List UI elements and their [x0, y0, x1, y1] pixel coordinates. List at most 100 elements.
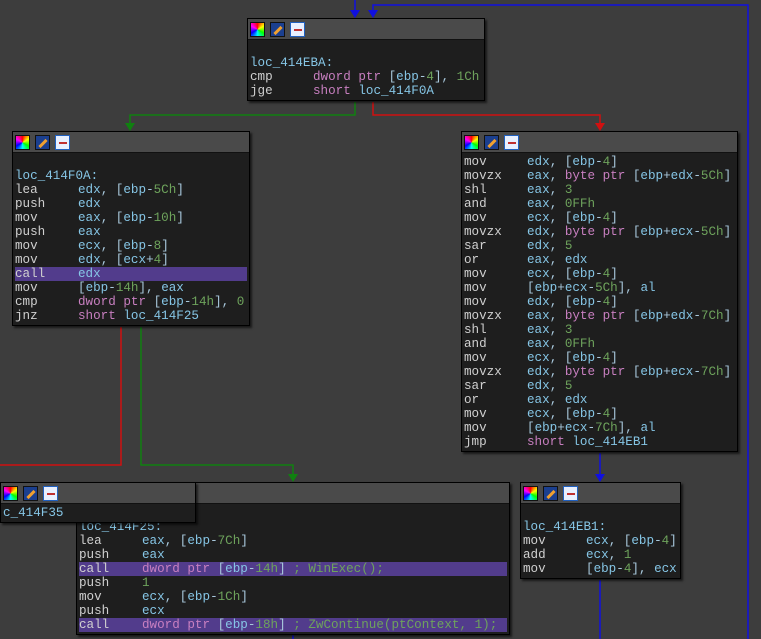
edit-icon[interactable]	[23, 485, 38, 501]
instruction-line[interactable]: lea eax, [ebp-7Ch]	[79, 534, 507, 548]
instruction-line[interactable]: movzx edx, byte ptr [ebp+ecx-5Ch]	[464, 225, 735, 239]
palette-icon[interactable]	[523, 485, 538, 501]
edit-icon[interactable]	[484, 134, 499, 150]
instruction-line[interactable]: jnz short loc_414F25	[15, 309, 247, 323]
instruction-line[interactable]: cmp dword ptr [ebp-14h], 0	[15, 295, 247, 309]
block-label[interactable]: loc_414EB1:	[523, 520, 607, 534]
mnemonic: mov	[15, 239, 38, 253]
instruction-line[interactable]: c_414F35	[3, 506, 193, 520]
instruction-line[interactable]: add ecx, 1	[523, 548, 678, 562]
arrow-head	[125, 123, 135, 131]
instruction-line[interactable]: lea edx, [ebp-5Ch]	[15, 183, 247, 197]
operands: [ebp-4], ecx	[586, 562, 677, 576]
instruction-line[interactable]: push 1	[79, 576, 507, 590]
code-block-loop_body[interactable]: mov edx, [ebp-4] movzx eax, byte ptr [ebp+e…	[461, 131, 738, 452]
instruction-line[interactable]: movzx eax, byte ptr [ebp+edx-5Ch]	[464, 169, 735, 183]
block-label[interactable]: loc_414F25:	[79, 520, 163, 534]
instruction-line[interactable]: movzx edx, byte ptr [ebp+ecx-7Ch]	[464, 365, 735, 379]
block-body: loc_414F0A: lea edx, [ebp-5Ch] push edx mov ea…	[13, 153, 249, 325]
mnemonic: call	[79, 618, 110, 632]
instruction-line[interactable]: mov [ebp-14h], eax	[15, 281, 247, 295]
instruction-line[interactable]: mov edx, [ebp-4]	[464, 155, 735, 169]
graph-icon[interactable]	[504, 134, 519, 150]
mnemonic: cmp	[250, 70, 273, 84]
instruction-line[interactable]: mov ecx, [ebp-4]	[523, 534, 678, 548]
instruction-line[interactable]: sar edx, 5	[464, 379, 735, 393]
instruction-line[interactable]: push ecx	[79, 604, 507, 618]
instruction-line[interactable]: mov edx, [ecx+4]	[15, 253, 247, 267]
instruction-line[interactable]: call dword ptr [ebp-18h] ; ZwContinue(ptC…	[79, 618, 507, 632]
graph-icon[interactable]	[290, 21, 305, 37]
instruction-line[interactable]: mov ecx, [ebp-4]	[464, 211, 735, 225]
operands: edx, byte ptr [ebp+ecx-5Ch]	[527, 225, 732, 239]
instruction-line[interactable]: mov [ebp-4], ecx	[523, 562, 678, 576]
instruction-line[interactable]: movzx eax, byte ptr [ebp+edx-7Ch]	[464, 309, 735, 323]
operands: ecx, [ebp-4]	[527, 351, 618, 365]
instruction-line[interactable]: jge short loc_414F0A	[250, 84, 482, 98]
mnemonic: push	[79, 548, 110, 562]
palette-icon[interactable]	[3, 485, 18, 501]
operands: edx, [ecx+4]	[78, 253, 169, 267]
code-block-loc_414EBA[interactable]: loc_414EBA: cmp dword ptr [ebp-4], 1Ch jge s…	[247, 18, 485, 101]
operands: ecx, [ebp-4]	[586, 534, 677, 548]
block-header	[521, 483, 680, 504]
mnemonic: mov	[464, 155, 487, 169]
block-header	[248, 19, 484, 40]
graph-icon[interactable]	[55, 134, 70, 150]
instruction-line[interactable]: jmp short loc_414EB1	[464, 435, 735, 449]
mnemonic: mov	[523, 534, 546, 548]
palette-icon[interactable]	[250, 21, 265, 37]
operands: ecx	[142, 604, 165, 618]
instruction-line[interactable]: mov eax, [ebp-10h]	[15, 211, 247, 225]
instruction-line[interactable]: mov ecx, [ebp-4]	[464, 407, 735, 421]
instruction-line[interactable]: push edx	[15, 197, 247, 211]
operands: edx, 5	[527, 239, 573, 253]
instruction-line[interactable]: or eax, edx	[464, 393, 735, 407]
operands: ecx, 1	[586, 548, 632, 562]
edit-icon[interactable]	[543, 485, 558, 501]
instruction-line[interactable]: push eax	[79, 548, 507, 562]
instruction-line[interactable]: sar edx, 5	[464, 239, 735, 253]
graph-icon[interactable]	[43, 485, 58, 501]
instruction-line[interactable]: call dword ptr [ebp-14h] ; WinExec();	[79, 562, 507, 576]
instruction-line[interactable]: and eax, 0FFh	[464, 197, 735, 211]
instruction-line[interactable]: mov ecx, [ebp-4]	[464, 267, 735, 281]
operands: ecx, [ebp-4]	[527, 211, 618, 225]
mnemonic: mov	[523, 562, 546, 576]
operands: [ebp+ecx-7Ch], al	[527, 421, 656, 435]
arrow-head	[595, 123, 605, 131]
instruction-line[interactable]: mov ecx, [ebp-4]	[464, 351, 735, 365]
instruction-line[interactable]: mov [ebp+ecx-5Ch], al	[464, 281, 735, 295]
instruction-line[interactable]: mov [ebp+ecx-7Ch], al	[464, 421, 735, 435]
code-block-loc_414F35[interactable]: c_414F35	[0, 482, 196, 523]
mnemonic: jnz	[15, 309, 38, 323]
palette-icon[interactable]	[464, 134, 479, 150]
edit-icon[interactable]	[35, 134, 50, 150]
mnemonic: shl	[464, 183, 487, 197]
code-block-loc_414EB1[interactable]: loc_414EB1: mov ecx, [ebp-4] add ecx, 1 mov [e…	[520, 482, 681, 579]
operands: eax, byte ptr [ebp+edx-7Ch]	[527, 309, 732, 323]
block-label[interactable]: loc_414F0A:	[15, 169, 99, 183]
mnemonic: movzx	[464, 309, 502, 323]
instruction-line[interactable]: mov ecx, [ebp-8]	[15, 239, 247, 253]
instruction-line[interactable]: and eax, 0FFh	[464, 337, 735, 351]
palette-icon[interactable]	[15, 134, 30, 150]
instruction-line[interactable]: cmp dword ptr [ebp-4], 1Ch	[250, 70, 482, 84]
block-label[interactable]: loc_414EBA:	[250, 56, 334, 70]
instruction-line[interactable]: call edx	[15, 267, 247, 281]
mnemonic: movzx	[464, 225, 502, 239]
blank-line	[15, 155, 247, 169]
instruction-line[interactable]: mov ecx, [ebp-1Ch]	[79, 590, 507, 604]
instruction-line[interactable]: or eax, edx	[464, 253, 735, 267]
operands: ecx, [ebp-8]	[78, 239, 169, 253]
instruction-line[interactable]: push eax	[15, 225, 247, 239]
instruction-line[interactable]: shl eax, 3	[464, 323, 735, 337]
code-block-loc_414F0A[interactable]: loc_414F0A: lea edx, [ebp-5Ch] push edx mov ea…	[12, 131, 250, 326]
mnemonic: and	[464, 337, 487, 351]
graph-icon[interactable]	[563, 485, 578, 501]
instruction-line[interactable]: mov edx, [ebp-4]	[464, 295, 735, 309]
operands: edx, byte ptr [ebp+ecx-7Ch]	[527, 365, 732, 379]
instruction-line[interactable]: shl eax, 3	[464, 183, 735, 197]
mnemonic: jmp	[464, 435, 487, 449]
edit-icon[interactable]	[270, 21, 285, 37]
